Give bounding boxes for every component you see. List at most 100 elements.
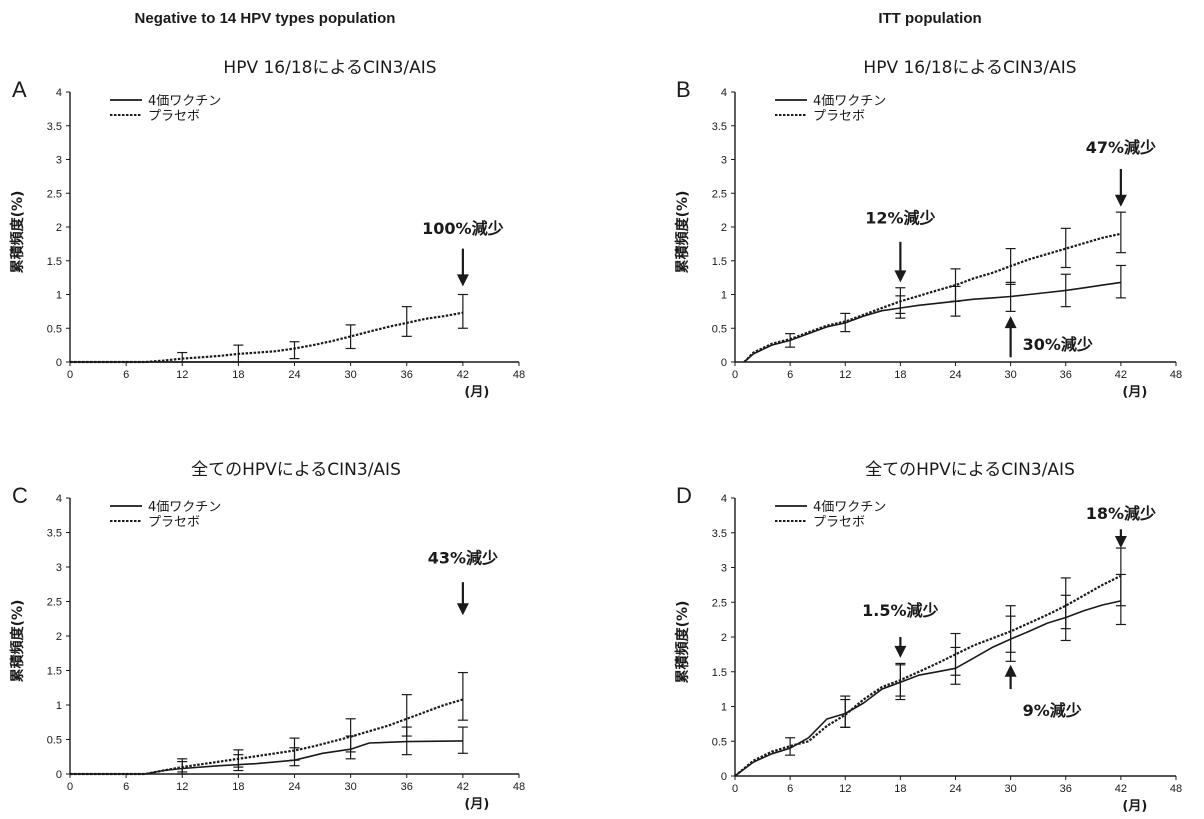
- error-bar: [401, 306, 412, 337]
- error-bar: [289, 737, 300, 761]
- y-tick-label: 4: [56, 87, 62, 99]
- series-line-1: [743, 281, 1122, 363]
- error-bar: [177, 351, 188, 363]
- chart-title: HPV 16/18によるCIN3/AIS: [223, 58, 436, 78]
- x-tick-label: 0: [67, 369, 73, 381]
- series-line-2: [743, 232, 1122, 363]
- reduction-annotation: 12%減少: [865, 209, 936, 283]
- y-tick-label: 2.5: [47, 597, 62, 609]
- y-tick-label: 3: [56, 155, 62, 167]
- x-tick-label: 48: [1170, 783, 1182, 795]
- y-tick-label: 3.5: [712, 121, 727, 133]
- error-bar: [457, 671, 468, 721]
- x-tick-label: 6: [123, 781, 129, 793]
- y-tick-label: 1: [56, 700, 62, 712]
- annotation-arrow-head: [1004, 316, 1017, 329]
- y-tick-label: 3: [56, 562, 62, 574]
- reduction-annotation: 43%減少: [428, 549, 498, 616]
- reduction-annotation: 1.5%減少: [862, 601, 939, 658]
- y-tick-label: 0: [721, 771, 727, 783]
- error-bar: [950, 632, 961, 676]
- x-tick-label: 30: [1005, 783, 1017, 795]
- legend-label: プラセボ: [813, 515, 865, 530]
- legend-label: 4価ワクチン: [813, 500, 886, 515]
- y-tick-label: 3.5: [47, 121, 62, 133]
- legend-label: 4価ワクチン: [813, 94, 886, 109]
- x-axis-unit: (月): [464, 385, 489, 400]
- annotation-label: 12%減少: [865, 209, 935, 228]
- error-bar: [1060, 273, 1071, 308]
- x-tick-label: 18: [894, 369, 906, 381]
- x-tick-label: 6: [123, 369, 129, 381]
- x-axis-unit: (月): [1122, 385, 1147, 400]
- y-tick-label: 2: [721, 222, 727, 234]
- x-tick-label: 36: [1060, 783, 1072, 795]
- error-bar: [895, 287, 906, 314]
- error-bar: [233, 344, 244, 363]
- error-bar: [345, 324, 356, 350]
- chart-panel-c: C 全てのHPVによるCIN3/AIS 0 0.5 1 1.5 2 2.5 3 3.5 4 0 6 12 1…: [9, 460, 525, 812]
- x-tick-label: 0: [732, 783, 738, 795]
- y-tick-label: 0.5: [712, 323, 727, 335]
- y-tick-label: 2.5: [47, 188, 62, 200]
- x-tick-label: 12: [176, 369, 188, 381]
- y-tick-label: 0.5: [712, 736, 727, 748]
- annotation-label: 18%減少: [1086, 504, 1156, 523]
- error-bar: [1060, 577, 1071, 630]
- y-tick-label: 2: [56, 222, 62, 234]
- y-tick-label: 1: [721, 290, 727, 302]
- error-bar: [289, 341, 300, 360]
- x-tick-label: 6: [787, 783, 793, 795]
- y-tick-label: 3: [721, 155, 727, 167]
- legend-label: プラセボ: [813, 109, 865, 124]
- error-bar: [345, 718, 356, 753]
- y-tick-label: 4: [56, 493, 62, 505]
- error-bar: [785, 333, 796, 348]
- panel-letter: D: [676, 483, 692, 508]
- y-tick-label: 0.5: [47, 323, 62, 335]
- x-tick-label: 0: [732, 369, 738, 381]
- y-tick-label: 1.5: [47, 256, 62, 268]
- x-tick-label: 24: [949, 783, 961, 795]
- y-axis-label: 累積頻度(%): [9, 191, 26, 274]
- annotation-arrow-head: [1004, 664, 1017, 677]
- annotation-label: 47%減少: [1086, 138, 1156, 157]
- annotation-arrow-head: [894, 645, 907, 658]
- reduction-annotation: 100%減少: [422, 219, 504, 287]
- x-tick-label: 42: [1115, 783, 1127, 795]
- x-tick-label: 36: [1060, 369, 1072, 381]
- x-tick-label: 18: [232, 369, 244, 381]
- y-tick-label: 0: [721, 357, 727, 369]
- series-line-2: [734, 574, 1122, 777]
- legend-label: プラセボ: [148, 109, 200, 124]
- error-bar: [840, 695, 851, 728]
- annotation-arrow-head: [1114, 536, 1127, 549]
- x-tick-label: 42: [457, 781, 469, 793]
- error-bar: [950, 268, 961, 302]
- y-tick-label: 3.5: [47, 528, 62, 540]
- y-tick-label: 0.5: [47, 735, 62, 747]
- x-tick-label: 18: [894, 783, 906, 795]
- x-tick-label: 12: [839, 369, 851, 381]
- y-axis-label: 累積頻度(%): [674, 191, 691, 274]
- y-tick-label: 2: [721, 632, 727, 644]
- y-tick-label: 3.5: [712, 528, 727, 540]
- series-line-1: [70, 740, 463, 775]
- series-line-2: [70, 311, 464, 364]
- annotation-arrow-head: [456, 274, 469, 287]
- error-bar: [1115, 211, 1126, 254]
- x-tick-label: 12: [176, 781, 188, 793]
- annotation-label: 1.5%減少: [862, 601, 938, 620]
- reduction-annotation: 47%減少: [1086, 138, 1156, 207]
- x-tick-label: 0: [67, 781, 73, 793]
- panel-letter: A: [12, 77, 27, 102]
- annotation-label: 30%減少: [1023, 335, 1093, 354]
- column-heading: Negative to 14 HPV types population: [135, 10, 396, 27]
- column-heading: ITT population: [878, 10, 981, 27]
- error-bar: [233, 749, 244, 768]
- x-tick-label: 42: [1115, 369, 1127, 381]
- panel-letter: C: [12, 483, 28, 508]
- y-tick-label: 1.5: [712, 256, 727, 268]
- x-axis-unit: (月): [464, 797, 489, 812]
- chart-panel-a: A HPV 16/18によるCIN3/AIS 0 0.5 1 1.5 2 2.5 3 3.5 4 0 6…: [9, 58, 525, 400]
